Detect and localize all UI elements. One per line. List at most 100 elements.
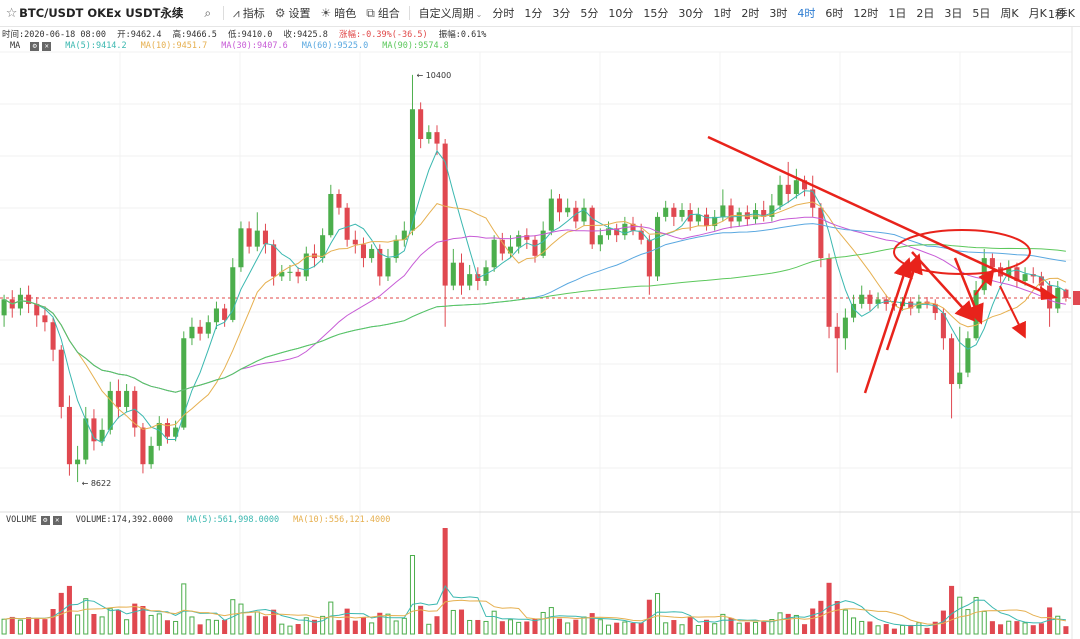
period-tab[interactable]: 30分 (678, 7, 704, 20)
settings-icon[interactable]: ⚙ (40, 515, 50, 525)
volume-bar (311, 619, 317, 634)
candle-body (156, 422, 162, 446)
candle-body (426, 132, 432, 140)
volume-bar (124, 619, 130, 635)
candle-body (761, 210, 767, 217)
search-icon[interactable]: ⌕ (204, 5, 212, 20)
volume-bar (213, 619, 219, 635)
period-tab[interactable]: 季K (1056, 7, 1076, 20)
period-tab[interactable]: 周K (1000, 7, 1019, 20)
period-tab[interactable]: 1时 (713, 7, 732, 20)
candle-body (287, 271, 293, 273)
period-tab[interactable]: 1分 (524, 7, 543, 20)
ma-line (3, 201, 1067, 430)
volume-bar (442, 528, 448, 634)
ma90-legend: MA(90):9574.8 (382, 41, 449, 51)
theme-button[interactable]: ☀ 暗色 (320, 6, 357, 20)
candle-body (58, 349, 64, 407)
period-tab[interactable]: 3分 (552, 7, 571, 20)
period-tab[interactable]: 10分 (608, 7, 634, 20)
candle-body (385, 258, 391, 277)
star-icon[interactable]: ☆ (5, 5, 18, 21)
close-icon[interactable]: ✕ (42, 41, 52, 51)
volume-bar (279, 623, 285, 635)
candle-body (401, 230, 407, 240)
volume-bar (17, 619, 23, 635)
ma-lines (3, 149, 1067, 444)
volume-bar (393, 620, 399, 635)
candle-body (744, 212, 750, 220)
period-tab[interactable]: 1日 (888, 7, 907, 20)
close-icon[interactable]: ✕ (52, 515, 62, 525)
volume-bar (91, 613, 97, 634)
volume-bar (483, 620, 489, 635)
candle-body (777, 184, 783, 206)
period-tab[interactable]: 12时 (853, 7, 879, 20)
candle-body (246, 228, 252, 247)
period-tab[interactable]: 2时 (741, 7, 760, 20)
settings-icon[interactable]: ⚙ (30, 41, 40, 51)
period-tab[interactable]: 15分 (643, 7, 669, 20)
gear-icon: ⚙ (274, 6, 286, 20)
period-tab-active[interactable]: 4时 (797, 7, 816, 20)
volume-bar (1063, 626, 1069, 634)
candle-body (802, 180, 808, 190)
volume-bar (589, 613, 595, 634)
candle-body (720, 205, 726, 217)
volume-series (1, 528, 1069, 635)
settings-button[interactable]: ⚙ 设置 (274, 6, 311, 20)
volume-bar (891, 628, 897, 634)
volume-bar (867, 621, 873, 634)
candle-body (622, 223, 628, 236)
ohlc-info-bar: 时间:2020-06-18 08:00 开:9462.4 高:9466.5 低:… (2, 28, 486, 40)
candle-body (107, 390, 113, 430)
period-tab[interactable]: 5分 (580, 7, 599, 20)
candle-body (499, 239, 505, 254)
period-tab[interactable]: 5日 (972, 7, 991, 20)
candle-body (450, 262, 456, 286)
candle-body (66, 406, 72, 465)
volume-bar (769, 619, 775, 635)
candle-body (17, 294, 23, 309)
info-close: 收:9425.8 (283, 30, 328, 40)
volume-bar (663, 622, 669, 635)
combo-button[interactable]: ⧉ 组合 (366, 5, 400, 21)
volume-bar (295, 624, 301, 634)
volume-bar (1055, 615, 1061, 635)
custom-period-dropdown[interactable]: 自定义周期 ⌄ (418, 7, 483, 20)
candle-body (91, 418, 97, 442)
volume-bar (352, 620, 358, 634)
candle-body (173, 427, 179, 437)
period-tab[interactable]: 3日 (944, 7, 963, 20)
candle-body (851, 303, 857, 318)
candle-body (834, 326, 840, 339)
candle-body (949, 338, 955, 385)
refresh-interval[interactable]: 1秒 (1048, 8, 1066, 21)
candle-body (940, 313, 946, 339)
volume-bar (385, 613, 391, 635)
volume-bar (524, 621, 530, 634)
chevron-down-icon: ⌄ (475, 10, 483, 19)
volume-bar (26, 617, 32, 634)
volume-bar (532, 619, 538, 634)
candle-body (42, 315, 48, 323)
vol-ma10-legend: MA(10):556,121.4000 (293, 515, 391, 525)
volume-bar (66, 585, 72, 634)
volume-bar (998, 624, 1004, 634)
period-tab[interactable]: 月K (1028, 7, 1047, 20)
volume-bar (164, 620, 170, 634)
candle-body (1022, 274, 1028, 281)
period-tab[interactable]: 3时 (769, 7, 788, 20)
period-tab[interactable]: 6时 (825, 7, 844, 20)
volume-bar (834, 601, 840, 634)
period-tab[interactable]: 分时 (492, 7, 515, 20)
volume-legend: VOLUME ⚙ ✕ VOLUME:174,392.0000 MA(5):561… (2, 515, 390, 525)
volume-bar (99, 616, 105, 635)
candle-body (50, 322, 56, 350)
candle-body (638, 230, 644, 240)
volume-bar (777, 612, 783, 635)
indicators-button[interactable]: ⩘ 指标 (232, 5, 265, 21)
period-tab[interactable]: 2日 (916, 7, 935, 20)
volume-bar (842, 609, 848, 635)
